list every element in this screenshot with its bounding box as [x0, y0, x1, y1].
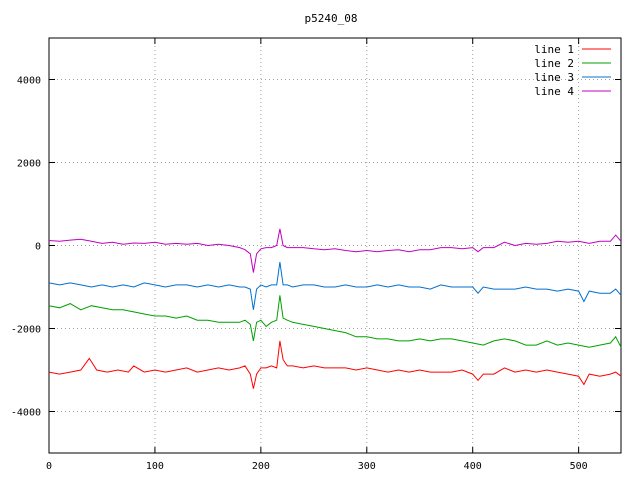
series-line-1 [48, 340, 622, 389]
x-tick-label: 200 [252, 461, 270, 472]
x-tick-label: 500 [570, 461, 588, 472]
gridlines [49, 38, 621, 453]
axis-ticks: 0 100 200 300 400 500 -4000 -2000 0 2000 4000 [11, 38, 621, 472]
x-tick-label: 300 [358, 461, 376, 472]
series-line-2 [48, 295, 622, 348]
y-tick-label: 4000 [17, 76, 41, 87]
y-tick-label: -4000 [11, 408, 41, 419]
x-tick-label: 100 [146, 461, 164, 472]
plot-area-frame [48, 37, 622, 454]
series-group [48, 228, 622, 389]
x-tick-label: 0 [46, 461, 52, 472]
series-line-3 [48, 262, 622, 310]
legend-label-4: line 4 [534, 85, 574, 98]
y-tick-label: -2000 [11, 325, 41, 336]
x-tick-label: 400 [464, 461, 482, 472]
legend-label-3: line 3 [534, 71, 574, 84]
series-line-4 [48, 228, 622, 273]
chart-title: p5240_08 [305, 12, 358, 25]
legend-label-2: line 2 [534, 57, 574, 70]
legend-label-1: line 1 [534, 43, 574, 56]
y-tick-label: 0 [35, 242, 41, 253]
y-tick-label: 2000 [17, 159, 41, 170]
